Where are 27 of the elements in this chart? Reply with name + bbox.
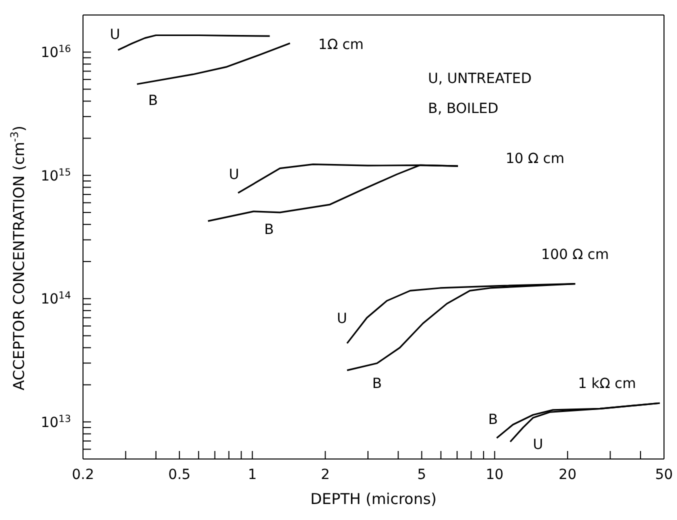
annotation: B <box>264 222 274 238</box>
annotation: U <box>110 27 120 43</box>
x-tick-label: 50 <box>655 467 673 483</box>
x-tick-label: 0.2 <box>72 467 94 483</box>
y-tick-label: 10$^{14}$ <box>40 290 71 308</box>
annotation: 10 Ω cm <box>506 151 564 167</box>
x-tick-label: 5 <box>417 467 426 483</box>
x-tick-label: 20 <box>558 467 576 483</box>
y-tick-label: 10$^{15}$ <box>40 166 71 184</box>
annotation: B <box>148 93 158 109</box>
x-tick-label: 10 <box>486 467 504 483</box>
annotation: 1 kΩ cm <box>578 376 636 392</box>
annotation: 100 Ω cm <box>541 247 609 263</box>
annotation: B, BOILED <box>428 101 498 117</box>
annotation: U <box>532 437 544 453</box>
annotation: 1Ω cm <box>318 37 364 53</box>
y-tick-label: 10$^{16}$ <box>40 44 71 62</box>
annotation: B <box>372 376 382 392</box>
x-tick-label: 0.5 <box>168 467 191 483</box>
annotation: U <box>336 311 348 327</box>
annotation: U, UNTREATED <box>428 71 532 87</box>
x-tick-label: 2 <box>320 467 330 483</box>
annotation: U <box>228 167 240 183</box>
y-tick-label: 10$^{13}$ <box>40 413 71 431</box>
x-axis-title: DEPTH (microns) <box>310 490 437 508</box>
annotation: B <box>488 412 498 428</box>
x-tick-label: 1 <box>248 467 257 483</box>
